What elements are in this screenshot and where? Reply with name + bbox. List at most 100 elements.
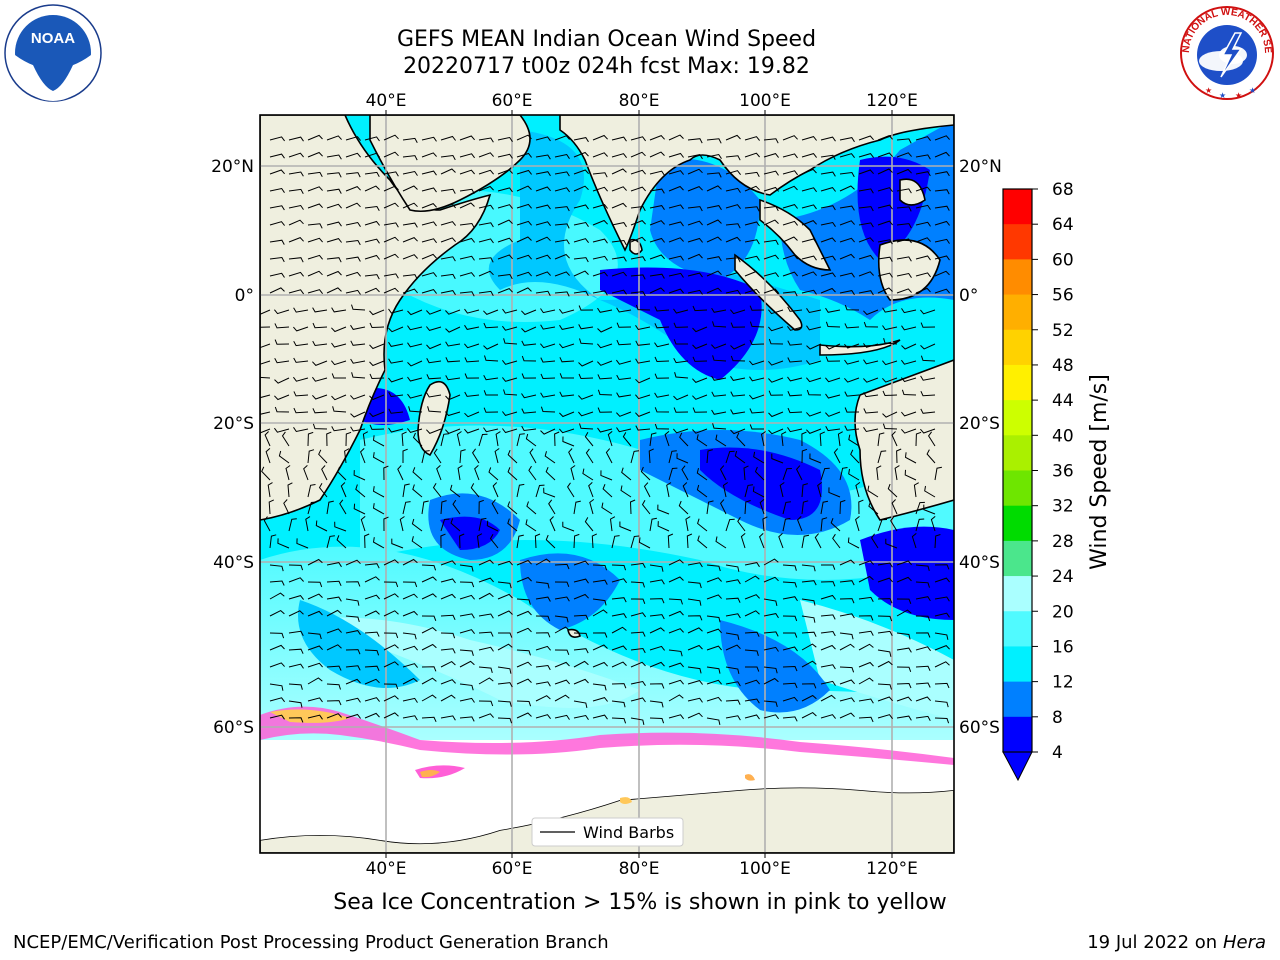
- wind-barb: [364, 665, 380, 672]
- wind-barb: [288, 564, 304, 571]
- wind-barb: [858, 206, 874, 212]
- wind-barb: [759, 533, 765, 549]
- wind-barb: [402, 663, 418, 668]
- wind-barb: [720, 499, 727, 515]
- wind-barb: [345, 152, 361, 158]
- lon-tick-top: 100°E: [739, 91, 791, 111]
- wind-barb: [763, 219, 779, 226]
- wind-barb: [421, 615, 437, 621]
- wind-barb: [326, 580, 342, 587]
- wind-barb: [578, 394, 594, 400]
- wind-barb: [896, 632, 911, 640]
- wind-barb: [687, 272, 703, 278]
- wind-barb: [630, 291, 646, 297]
- wind-barb: [858, 698, 874, 704]
- wind-barb: [274, 309, 290, 315]
- wind-barb: [497, 187, 513, 193]
- wind-barb: [820, 517, 828, 532]
- wind-barb: [592, 134, 608, 141]
- wind-barb: [863, 343, 879, 348]
- wind-barb: [711, 391, 727, 397]
- wind-barb: [877, 562, 893, 568]
- wind-barb: [759, 499, 765, 515]
- wind-barb: [806, 411, 822, 417]
- wind-barb: [630, 631, 646, 637]
- wind-barb: [687, 666, 702, 674]
- wind-barb: [478, 677, 494, 685]
- wind-barb: [445, 357, 461, 363]
- wind-barb: [269, 610, 285, 617]
- wind-barb: [687, 289, 703, 295]
- wind-barb: [559, 308, 575, 314]
- wind-barb: [883, 338, 898, 345]
- wind-barb: [364, 610, 380, 617]
- wind-barb: [887, 483, 898, 498]
- wind-barb: [664, 431, 670, 447]
- wind-barb: [459, 188, 475, 194]
- wind-barb: [763, 613, 779, 619]
- wind-barb: [877, 287, 893, 294]
- wind-barb: [502, 428, 518, 434]
- wind-barb: [355, 484, 366, 498]
- wind-barb: [730, 391, 746, 397]
- wind-barb: [635, 358, 651, 364]
- wind-barb: [345, 431, 352, 447]
- wind-barb: [269, 564, 284, 572]
- wind-barb: [768, 326, 784, 332]
- wind-barb: [459, 716, 475, 722]
- wind-barb: [597, 427, 613, 433]
- lat-tick-right: 60°S: [959, 718, 1000, 738]
- wind-barb: [877, 660, 893, 668]
- wind-barb: [364, 563, 380, 569]
- wind-barb: [521, 408, 537, 414]
- wind-barb: [706, 577, 722, 583]
- wind-barb: [516, 483, 525, 498]
- wind-barb: [915, 632, 931, 638]
- colorbar-tick-label: 32: [1052, 497, 1074, 517]
- colorbar-tick-label: 56: [1052, 286, 1074, 306]
- wind-barb: [421, 272, 437, 278]
- wind-barb: [307, 501, 317, 515]
- wind-barb: [421, 576, 437, 583]
- wind-barb: [535, 136, 551, 142]
- wind-barb: [516, 287, 532, 294]
- wind-barb: [497, 700, 512, 707]
- wind-barb: [364, 576, 380, 583]
- wind-barb: [882, 423, 898, 430]
- wind-barb: [763, 138, 779, 144]
- wind-barb: [915, 501, 925, 515]
- wind-barb: [457, 465, 463, 481]
- wind-barb: [436, 465, 442, 481]
- wind-barb: [782, 220, 798, 226]
- wind-barb: [573, 238, 589, 244]
- wind-barb: [554, 206, 570, 212]
- wind-barb: [421, 152, 437, 158]
- wind-barb: [421, 666, 437, 672]
- wind-barb: [611, 186, 627, 192]
- wind-barb: [863, 408, 879, 414]
- wind-barb: [497, 169, 513, 175]
- wind-barb: [345, 615, 360, 623]
- wind-barb: [478, 517, 487, 532]
- wind-barb: [806, 343, 822, 350]
- wind-barb: [516, 236, 532, 243]
- wind-barb: [312, 408, 328, 414]
- wind-barb: [372, 452, 385, 464]
- wind-barb: [336, 466, 347, 481]
- wind-barb: [559, 391, 575, 397]
- wind-barb: [649, 287, 665, 294]
- wind-barb: [706, 205, 722, 211]
- wind-barb: [894, 465, 900, 481]
- wind-barb: [459, 629, 475, 635]
- wind-barb: [307, 677, 323, 685]
- wind-barb: [388, 341, 404, 347]
- wind-barb: [668, 450, 677, 464]
- wind-barb: [562, 521, 575, 532]
- wind-barb: [668, 662, 684, 668]
- wind-barb: [920, 322, 936, 328]
- colorbar-tick-label: 20: [1052, 602, 1074, 622]
- wind-barb: [388, 391, 404, 398]
- wind-barb: [573, 204, 589, 210]
- wind-barb: [497, 610, 513, 617]
- wind-barb: [554, 649, 570, 655]
